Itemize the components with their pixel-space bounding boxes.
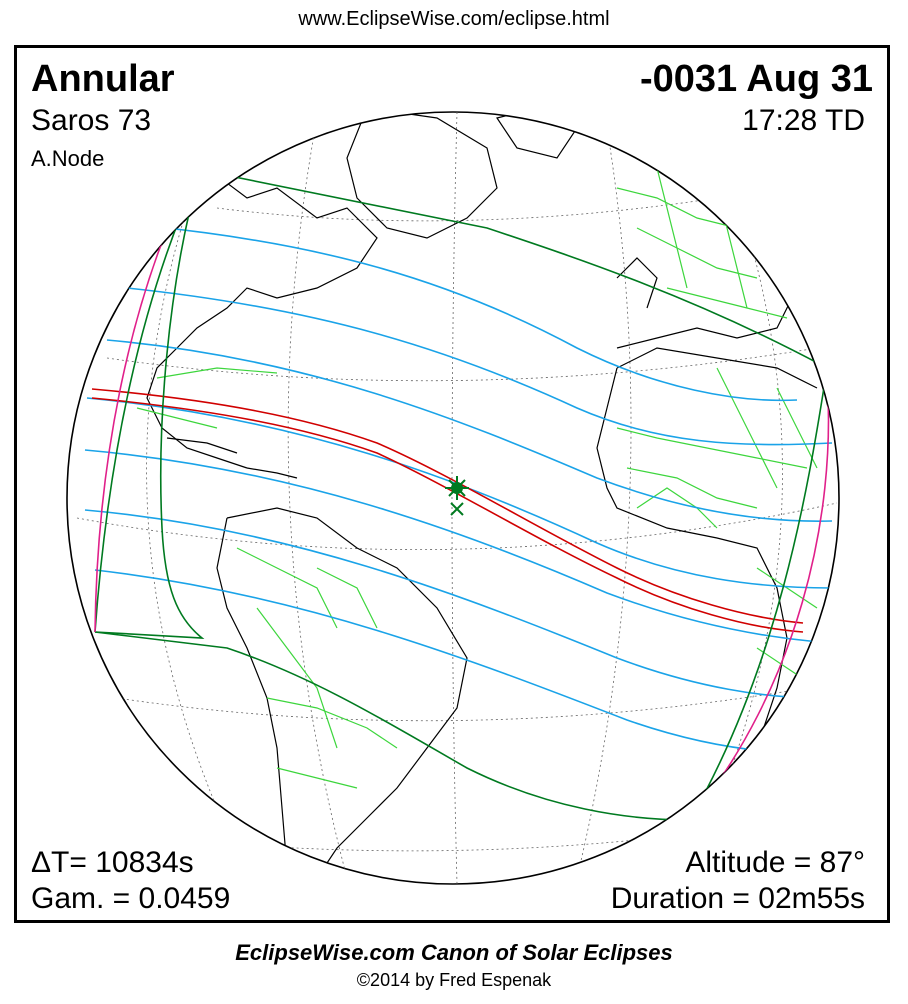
canon-title: EclipseWise.com Canon of Solar Eclipses: [235, 940, 673, 965]
delta-t: ΔT= 10834s: [31, 846, 194, 879]
central-annular-path: [91, 388, 804, 633]
annular-duration: Duration = 02m55s: [610, 882, 865, 915]
map-frame: Annular -0031 Aug 31 Saros 73 17:28 TD A…: [14, 45, 890, 923]
eclipse-time-lines: [84, 225, 833, 754]
globe-outline: [66, 111, 840, 885]
sun-altitude: Altitude = 87°: [685, 846, 865, 879]
saros-number: Saros 73: [31, 104, 152, 137]
political-borders: [136, 167, 818, 789]
eclipse-globe-map: [66, 111, 840, 885]
greatest-eclipse-marker: [445, 476, 469, 516]
eclipse-type: Annular: [31, 58, 175, 100]
source-url: www.EclipseWise.com/eclipse.html: [298, 8, 610, 30]
copyright: ©2014 by Fred Espenak: [356, 970, 552, 990]
node-label: A.Node: [31, 146, 105, 171]
eclipse-time: 17:28 TD: [742, 104, 865, 137]
gamma-value: Gam. = 0.0459: [31, 882, 231, 915]
eclipse-date: -0031 Aug 31: [639, 58, 873, 100]
